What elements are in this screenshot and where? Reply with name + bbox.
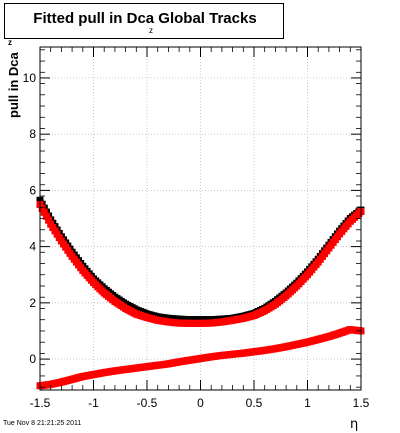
- axis-ticks: [39, 47, 362, 390]
- y-tick-label: 0: [29, 352, 36, 366]
- axis-tick-labels: -1.5 -1 -0.5 0 0.5 1 1.5 0 2 4 6 8 10: [23, 71, 370, 410]
- y-tick-label: 4: [29, 240, 36, 254]
- data-point: [40, 208, 48, 216]
- data-point: [45, 216, 53, 224]
- x-tick-label: 0.5: [246, 396, 263, 410]
- y-tick-label: 10: [23, 71, 37, 85]
- chart-title: Fitted pull in Dca Global Tracks: [33, 10, 257, 27]
- y-axis-label-subscript: z: [8, 38, 12, 47]
- data-series: [36, 196, 365, 390]
- data-point: [42, 212, 50, 220]
- x-tick-label: -1: [88, 396, 99, 410]
- title-box: Fitted pull in Dca Global Tracks z: [4, 3, 284, 39]
- x-tick-label: 1: [304, 396, 311, 410]
- series-2: [36, 326, 365, 390]
- chart-title-subscript: z: [149, 26, 153, 35]
- y-axis-label: pull in Dca: [6, 52, 21, 118]
- x-tick-label: -1.5: [30, 396, 51, 410]
- y-tick-label: 8: [29, 127, 36, 141]
- y-tick-label: 2: [29, 296, 36, 310]
- x-tick-label: -0.5: [137, 396, 158, 410]
- timestamp: Tue Nov 8 21:21:25 2011: [3, 420, 82, 427]
- x-tick-label: 1.5: [353, 396, 370, 410]
- data-point: [38, 204, 46, 212]
- x-axis-label: η: [350, 417, 359, 432]
- x-tick-label: 0: [197, 396, 204, 410]
- y-tick-label: 6: [29, 183, 36, 197]
- series-1: [36, 200, 365, 327]
